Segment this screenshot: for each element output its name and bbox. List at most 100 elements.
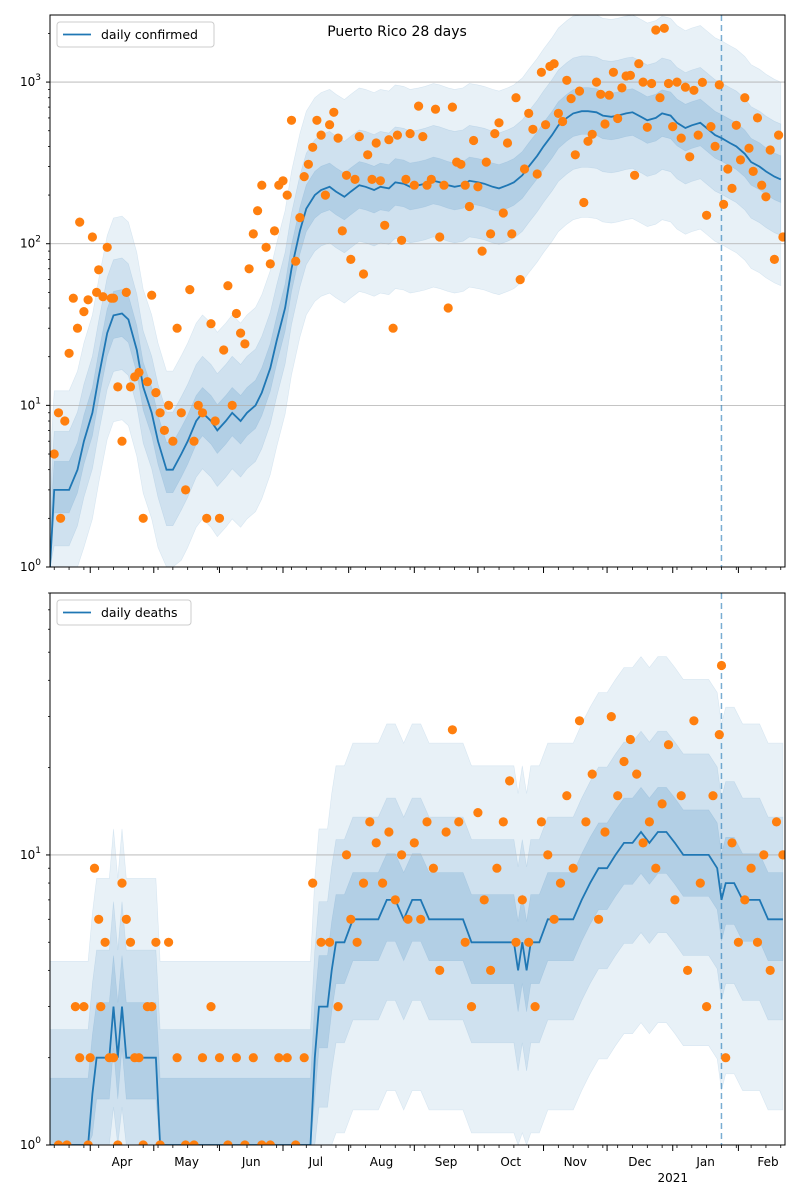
data-point	[511, 937, 521, 947]
data-point	[765, 965, 775, 976]
data-point	[70, 1002, 80, 1012]
data-point	[566, 94, 576, 104]
data-point	[778, 232, 785, 242]
data-point	[113, 382, 123, 392]
data-point	[94, 265, 104, 275]
data-point	[409, 180, 419, 190]
data-point	[625, 70, 636, 80]
data-point	[486, 965, 496, 976]
x-tick-label: Jul	[308, 1155, 323, 1169]
data-point	[740, 895, 750, 905]
x-tick-label: Jun	[241, 1155, 261, 1169]
data-point	[261, 242, 271, 252]
data-point	[56, 513, 66, 523]
data-point	[397, 850, 407, 860]
data-point	[295, 213, 305, 223]
data-point	[53, 1140, 64, 1145]
data-point	[248, 229, 258, 239]
data-point	[363, 150, 373, 160]
data-point	[350, 174, 360, 184]
data-point	[744, 143, 754, 153]
data-point	[125, 937, 136, 947]
data-point	[498, 817, 508, 827]
data-point	[680, 82, 691, 92]
data-point	[151, 937, 161, 947]
data-point	[346, 254, 356, 264]
data-point	[214, 1053, 225, 1063]
data-point	[96, 1002, 106, 1012]
data-point	[570, 150, 580, 160]
data-point	[303, 159, 313, 169]
data-point	[659, 23, 669, 33]
data-point	[502, 138, 513, 148]
credible-band	[50, 730, 784, 1145]
data-point	[752, 113, 763, 123]
y-tick-label: 100	[20, 1136, 41, 1152]
data-point	[439, 180, 449, 190]
data-point	[197, 408, 208, 418]
data-point	[634, 59, 644, 69]
data-point	[240, 1140, 250, 1145]
data-point	[583, 136, 593, 146]
data-point	[189, 1140, 199, 1145]
data-point	[685, 152, 695, 162]
data-point	[384, 827, 394, 837]
data-point	[142, 377, 152, 387]
data-point	[606, 712, 616, 722]
data-point	[702, 210, 712, 220]
data-point	[181, 485, 191, 495]
data-point	[125, 382, 136, 392]
data-point	[53, 408, 64, 418]
data-point	[670, 895, 680, 905]
data-point	[320, 190, 330, 200]
data-point	[231, 1053, 241, 1063]
data-point	[341, 170, 352, 180]
y-tick-label: 102	[20, 235, 41, 251]
data-point	[265, 1140, 275, 1145]
data-point	[428, 863, 438, 873]
data-point	[443, 303, 453, 313]
confirmed-panel: 100 101 102 103 Puerto Rico 28 days daily con…	[20, 14, 786, 574]
data-point	[486, 229, 496, 239]
data-point	[206, 1002, 216, 1012]
plot-area	[50, 593, 785, 1145]
data-point	[638, 838, 648, 848]
data-point	[329, 107, 339, 117]
data-point	[676, 791, 686, 801]
data-point	[117, 878, 127, 888]
data-point	[60, 416, 70, 426]
data-point	[430, 104, 441, 114]
data-point	[630, 170, 640, 180]
data-point	[454, 817, 464, 827]
data-point	[210, 416, 220, 426]
data-point	[138, 513, 148, 523]
data-point	[689, 85, 699, 95]
data-point	[668, 122, 678, 132]
data-point	[587, 769, 597, 779]
data-point	[375, 176, 385, 186]
data-point	[617, 83, 627, 93]
data-point	[651, 25, 661, 35]
data-point	[269, 226, 280, 236]
data-point	[79, 1002, 89, 1012]
x-tick-label: Oct	[500, 1155, 521, 1169]
data-point	[94, 914, 104, 924]
legend-box	[56, 21, 215, 48]
data-point	[352, 937, 362, 947]
data-point	[117, 436, 127, 446]
data-point	[511, 93, 521, 103]
data-point	[695, 878, 705, 888]
data-point	[50, 449, 59, 459]
data-point	[168, 436, 178, 446]
data-point	[574, 86, 585, 96]
data-point	[727, 838, 737, 848]
data-point	[490, 129, 500, 139]
data-point	[528, 124, 538, 134]
data-point	[435, 965, 445, 976]
data-point	[543, 850, 553, 860]
data-point	[464, 201, 474, 212]
data-point	[517, 895, 527, 905]
data-point	[337, 226, 347, 236]
data-point	[113, 1140, 123, 1145]
data-point	[460, 937, 470, 947]
